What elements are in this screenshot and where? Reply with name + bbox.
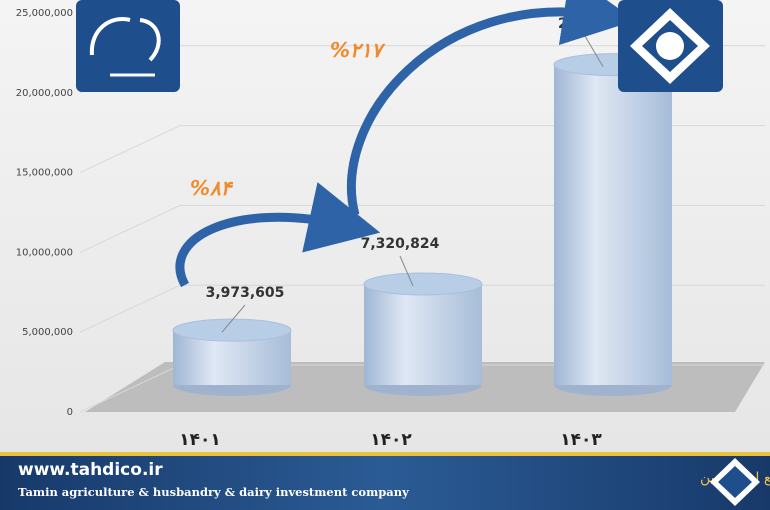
y-tick-label: 25,000,000 — [16, 8, 73, 19]
bar — [554, 64, 672, 386]
bar-top — [172, 318, 292, 342]
company-en: Tamin agriculture & husbandry & dairy in… — [18, 485, 409, 499]
annotation: %۸۴ — [190, 176, 234, 200]
value-label: 7,320,824 — [361, 236, 440, 252]
y-tick-label: 10,000,000 — [16, 247, 73, 258]
bar — [364, 283, 482, 385]
x-tick-label: ۱۴۰۳ — [560, 430, 602, 450]
growth-arrow — [175, 182, 381, 288]
y-tick-label: 5,000,000 — [22, 327, 73, 338]
annotation: %۲۱۷ — [330, 38, 387, 62]
value-label: 23,215 — [558, 16, 612, 32]
logo-left — [76, 0, 180, 92]
x-tick-label: ۱۴۰۱ — [179, 430, 221, 450]
footer — [0, 455, 770, 510]
leader-line — [221, 304, 246, 333]
y-tick-label: 20,000,000 — [16, 88, 73, 99]
y-tick-label: 15,000,000 — [16, 168, 73, 179]
logo-right — [618, 0, 723, 92]
footer-logo — [710, 458, 760, 506]
leader-line — [399, 255, 414, 287]
growth-arrow — [346, 0, 636, 217]
chart: 0 5,000,000 10,000,000 15,000,000 20,000,000… — [16, 0, 765, 450]
footer-stripe — [0, 452, 770, 456]
y-tick-label: 0 — [67, 407, 73, 418]
value-label: 3,973,605 — [206, 285, 285, 301]
bar-top — [363, 272, 483, 296]
x-tick-label: ۱۴۰۲ — [370, 430, 412, 450]
website: www.tahdico.ir — [18, 460, 163, 480]
